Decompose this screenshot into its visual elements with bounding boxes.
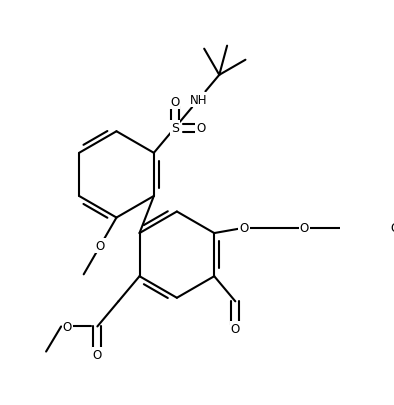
Text: O: O	[231, 323, 240, 336]
Text: O: O	[95, 240, 105, 253]
Text: O: O	[300, 222, 309, 235]
Text: O: O	[170, 96, 180, 109]
Text: O: O	[93, 347, 102, 361]
Text: O: O	[63, 320, 72, 333]
Text: NH: NH	[190, 94, 207, 107]
Text: O: O	[240, 222, 249, 235]
Text: S: S	[171, 122, 179, 135]
Text: O: O	[196, 122, 205, 135]
Text: O: O	[390, 222, 394, 235]
